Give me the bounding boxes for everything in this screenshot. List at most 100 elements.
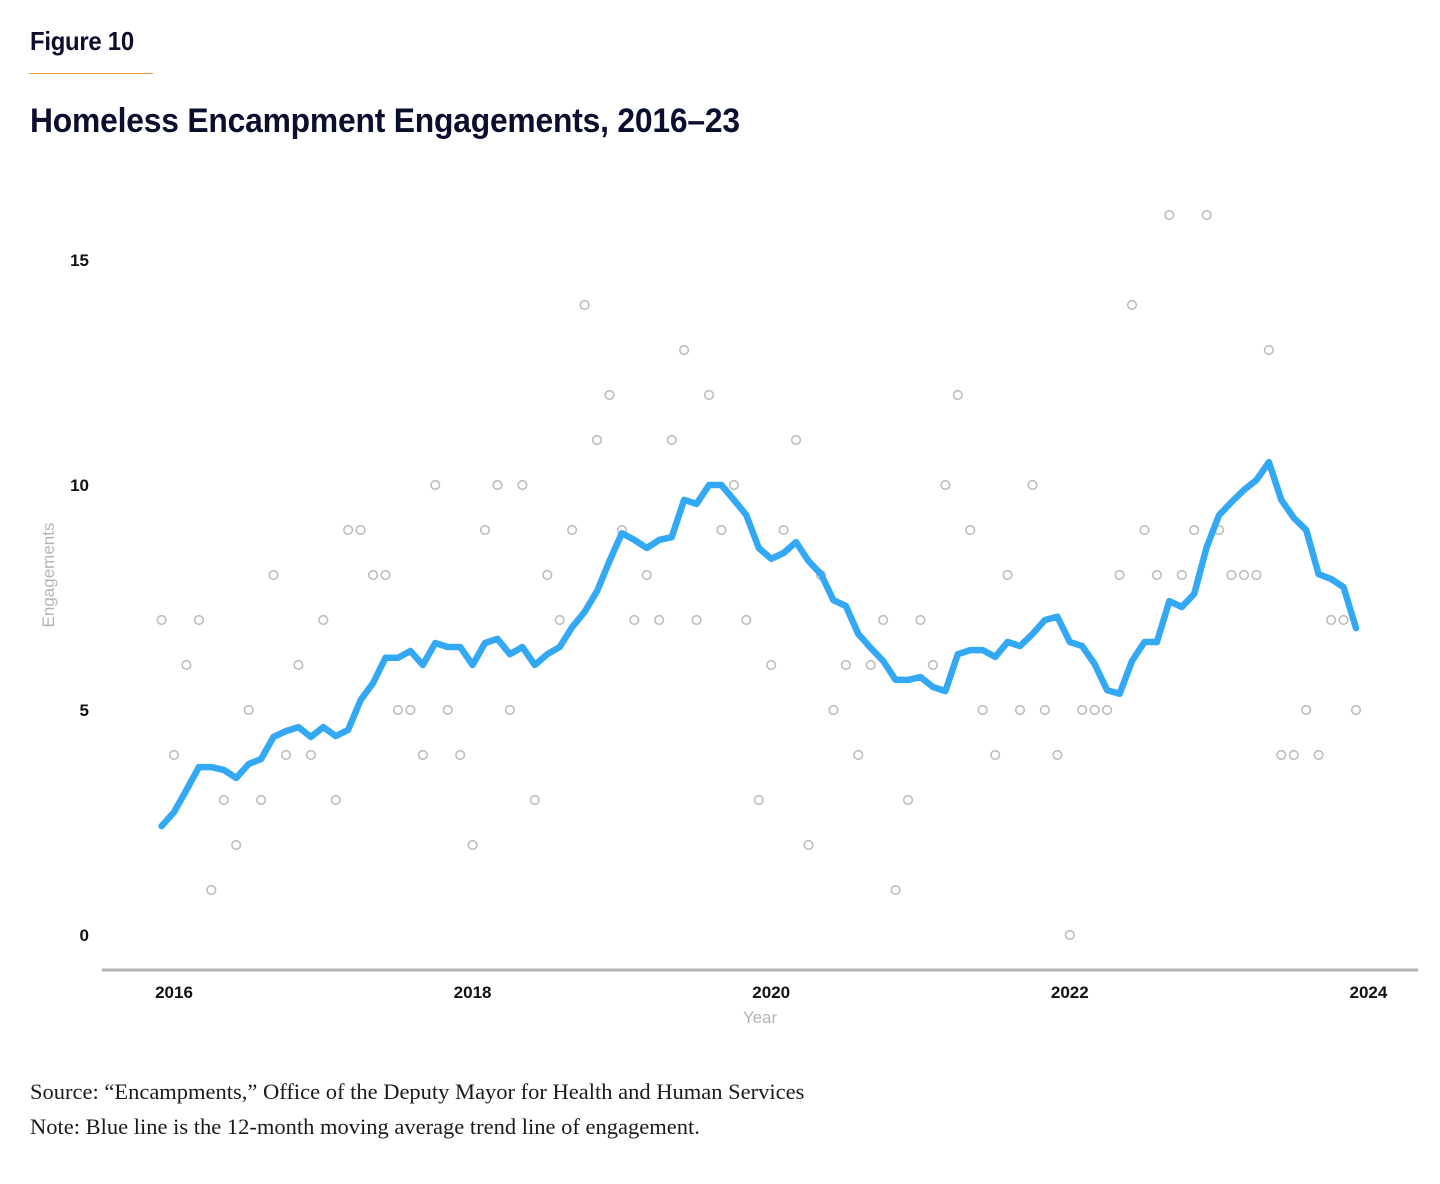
data-point <box>181 659 192 671</box>
data-point <box>517 479 528 491</box>
x-tick-label: 2024 <box>1349 983 1387 1002</box>
data-point <box>1325 614 1337 626</box>
data-point <box>1338 614 1349 626</box>
data-point <box>417 749 428 761</box>
data-point <box>1151 569 1162 581</box>
data-point <box>965 524 976 536</box>
x-axis-ticks: 2016 2018 2020 2022 2024 <box>155 983 1388 1002</box>
data-point <box>1101 704 1113 716</box>
y-tick-label: 10 <box>70 476 89 495</box>
data-point <box>591 434 603 446</box>
data-point <box>1027 479 1038 491</box>
data-point <box>330 794 341 806</box>
data-point <box>977 704 988 716</box>
data-point <box>1052 749 1063 761</box>
data-point <box>368 569 379 581</box>
figure-label: Figure 10 <box>30 26 134 56</box>
data-point <box>865 659 876 671</box>
data-point <box>355 524 366 536</box>
data-point <box>542 569 553 581</box>
data-point <box>766 659 777 671</box>
data-point <box>492 479 503 491</box>
source-text: Source: “Encampments,” Office of the Dep… <box>30 1079 805 1104</box>
chart-title: Homeless Encampment Engagements, 2016–23 <box>30 102 740 140</box>
data-point <box>728 479 740 491</box>
data-point <box>1238 569 1250 581</box>
trend-line <box>158 458 1360 830</box>
data-point <box>193 614 204 626</box>
y-axis-title: Engagements <box>39 523 58 628</box>
source-notes: Source: “Encampments,” Office of the Dep… <box>30 1074 804 1144</box>
data-point <box>1288 749 1299 761</box>
data-point <box>218 794 229 806</box>
data-point <box>753 794 764 806</box>
data-point <box>1064 929 1075 941</box>
note-text: Note: Blue line is the 12-month moving a… <box>30 1114 700 1139</box>
data-point <box>579 299 590 311</box>
data-point <box>430 479 441 491</box>
data-point <box>741 614 752 626</box>
data-point <box>268 569 279 581</box>
data-point <box>1301 704 1312 716</box>
data-point <box>206 884 217 896</box>
data-point <box>778 524 789 536</box>
data-point <box>1276 749 1287 761</box>
data-point <box>1164 209 1175 221</box>
x-tick-label: 2020 <box>752 983 790 1002</box>
data-point <box>853 749 864 761</box>
data-point <box>1176 569 1187 581</box>
data-point <box>902 794 914 806</box>
data-point <box>1014 704 1026 716</box>
data-point <box>1077 704 1088 716</box>
y-tick-label: 5 <box>80 701 89 720</box>
data-point <box>915 614 926 626</box>
x-tick-label: 2022 <box>1051 983 1089 1002</box>
data-point <box>629 614 640 626</box>
data-point <box>156 614 167 626</box>
data-point <box>566 524 578 536</box>
data-point <box>455 749 466 761</box>
data-point <box>168 749 180 761</box>
data-point <box>256 794 267 806</box>
data-point <box>1114 569 1125 581</box>
data-point <box>1251 569 1262 581</box>
x-tick-label: 2016 <box>155 983 193 1002</box>
figure-label-rule <box>29 73 153 74</box>
data-point <box>479 524 491 536</box>
data-point <box>878 614 889 626</box>
data-point <box>318 614 329 626</box>
data-point <box>280 749 292 761</box>
data-point <box>442 704 453 716</box>
data-point <box>405 704 416 716</box>
data-point <box>1139 524 1150 536</box>
data-point <box>467 839 478 851</box>
data-point <box>890 884 901 896</box>
data-point <box>840 659 852 671</box>
data-point <box>604 389 615 401</box>
y-axis-ticks: 0 5 10 15 <box>70 251 89 945</box>
data-point <box>828 704 839 716</box>
data-point <box>790 434 802 446</box>
y-tick-label: 15 <box>70 251 89 270</box>
data-point <box>1263 344 1274 356</box>
data-point <box>803 839 814 851</box>
data-point <box>1350 704 1362 716</box>
data-point <box>927 659 939 671</box>
data-point <box>654 614 665 626</box>
x-tick-label: 2018 <box>454 983 492 1002</box>
data-point <box>1089 704 1100 716</box>
data-point <box>641 569 652 581</box>
data-point <box>243 704 254 716</box>
data-point <box>1201 209 1212 221</box>
data-point <box>1189 524 1200 536</box>
data-point <box>1226 569 1237 581</box>
data-point <box>1313 749 1324 761</box>
data-point <box>952 389 963 401</box>
data-point <box>703 389 715 401</box>
x-axis-title: Year <box>743 1008 778 1027</box>
data-point <box>504 704 516 716</box>
data-point <box>554 614 565 626</box>
data-point <box>666 434 677 446</box>
y-tick-label: 0 <box>80 926 89 945</box>
data-point <box>380 569 391 581</box>
